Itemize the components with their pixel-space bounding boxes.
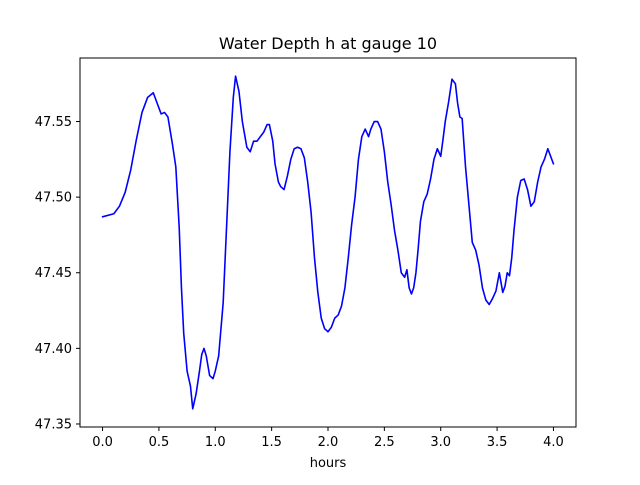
y-tick-label: 47.55 (35, 115, 72, 130)
x-tick-label: 4.0 (543, 435, 564, 450)
x-tick-label: 1.0 (205, 435, 226, 450)
y-tick-label: 47.40 (35, 342, 72, 357)
x-axis-label: hours (310, 456, 347, 471)
series-layer (101, 75, 555, 410)
x-tick-label: 0.0 (92, 435, 113, 450)
y-tick-label: 47.45 (35, 266, 72, 281)
x-tick-label: 1.5 (261, 435, 282, 450)
series-line (101, 75, 555, 410)
x-axis: 0.0 0.5 1.0 1.5 2.0 2.5 3.0 3.5 4.0 (92, 427, 564, 450)
chart-title: Water Depth h at gauge 10 (219, 34, 437, 53)
y-axis: 47.35 47.40 47.45 47.50 47.55 (35, 115, 80, 432)
x-tick-label: 2.0 (318, 435, 339, 450)
x-tick-label: 3.5 (487, 435, 508, 450)
y-tick-label: 47.35 (35, 417, 72, 432)
x-tick-label: 0.5 (149, 435, 170, 450)
y-tick-label: 47.50 (35, 191, 72, 206)
x-tick-label: 3.0 (430, 435, 451, 450)
x-tick-label: 2.5 (374, 435, 395, 450)
